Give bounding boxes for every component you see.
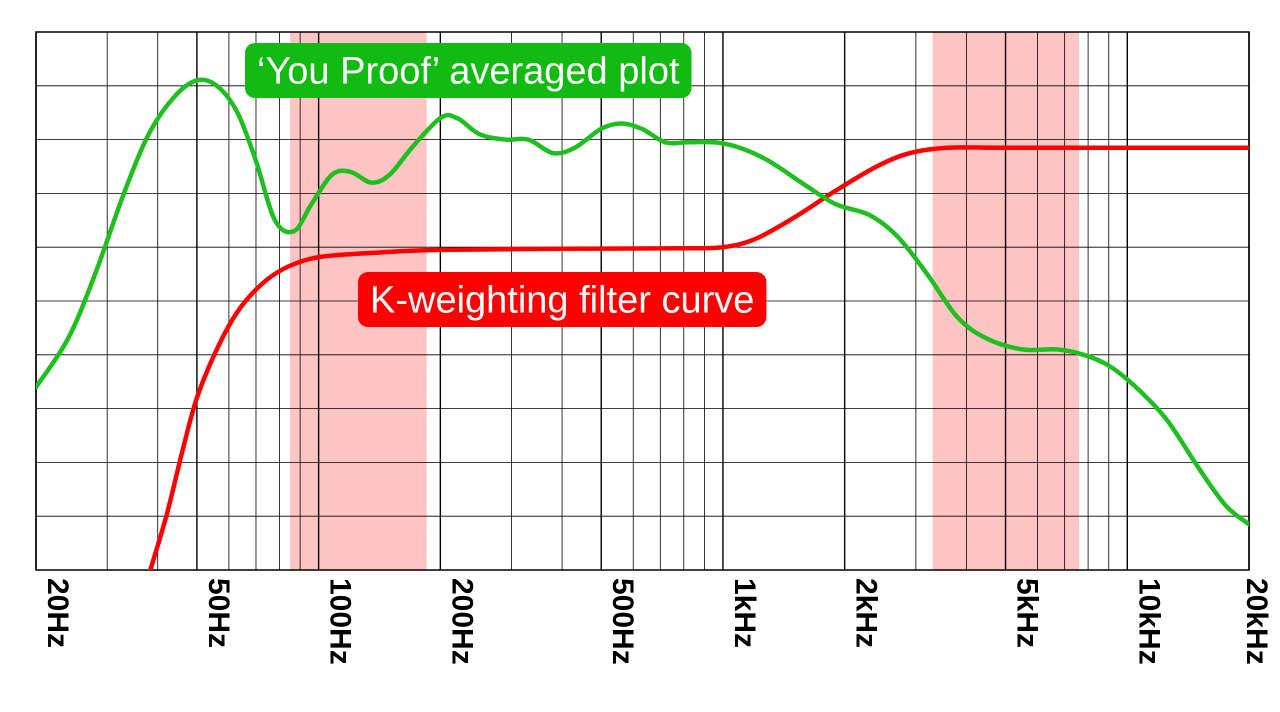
x-tick-label: 1kHz xyxy=(728,578,761,648)
you-proof-callout: ‘You Proof’ averaged plot xyxy=(245,43,692,98)
x-tick-label-text: 500Hz xyxy=(606,578,639,665)
x-tick-label: 2kHz xyxy=(850,578,883,648)
x-tick-label-text: 20kHz xyxy=(1240,578,1273,665)
x-tick-label-text: 1kHz xyxy=(728,578,761,648)
k-weighting-callout: K-weighting filter curve xyxy=(358,272,766,327)
callout-label: K-weighting filter curve xyxy=(370,280,754,322)
x-tick-label: 20kHz xyxy=(1240,578,1273,665)
x-tick-label-text: 10kHz xyxy=(1132,578,1165,665)
x-tick-label: 5kHz xyxy=(1011,578,1044,648)
x-tick-labels: 20Hz 50Hz 100Hz 200Hz 500Hz 1kHz 2kHz 5kHz 10kHz… xyxy=(41,578,1273,665)
x-tick-label-text: 5kHz xyxy=(1011,578,1044,648)
x-tick-label-text: 50Hz xyxy=(202,578,235,648)
x-tick-label-text: 200Hz xyxy=(445,578,478,665)
x-tick-label-text: 2kHz xyxy=(850,578,883,648)
x-tick-label: 100Hz xyxy=(324,578,357,665)
x-tick-label: 200Hz xyxy=(445,578,478,665)
x-tick-label: 50Hz xyxy=(202,578,235,648)
callout-label: ‘You Proof’ averaged plot xyxy=(257,51,680,93)
x-tick-label-text: 20Hz xyxy=(41,578,74,648)
x-tick-label: 10kHz xyxy=(1132,578,1165,665)
x-tick-label: 20Hz xyxy=(41,578,74,648)
x-tick-label: 500Hz xyxy=(606,578,639,665)
x-tick-label-text: 100Hz xyxy=(324,578,357,665)
